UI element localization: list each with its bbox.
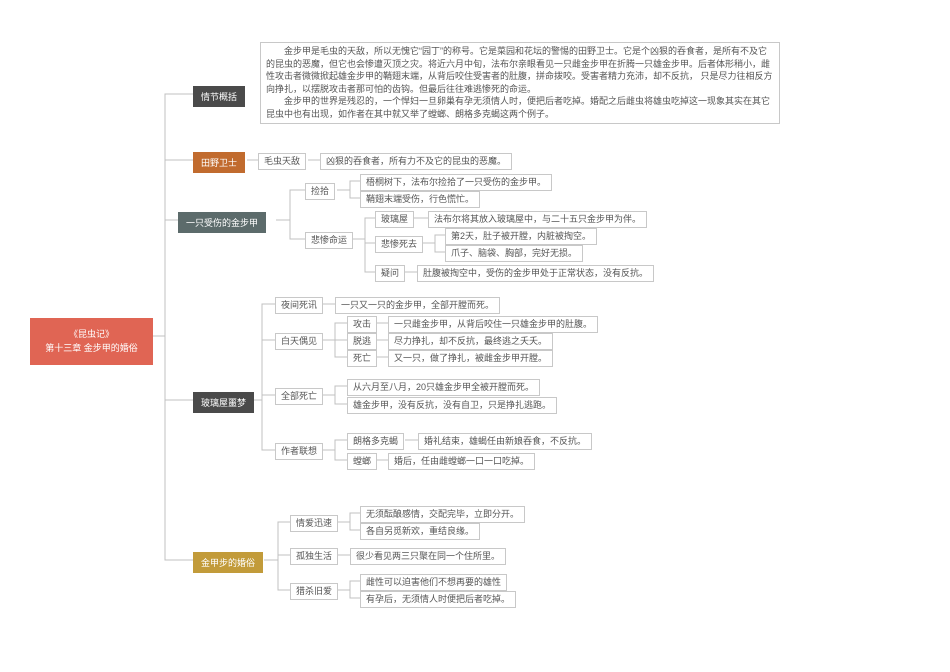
- day-die[interactable]: 死亡: [347, 350, 377, 367]
- plot-p1: 金步甲是毛虫的天敌，所以无愧它“园丁”的称号。它是菜园和花坛的警惕的田野卫士。它…: [266, 45, 774, 95]
- love-t1: 无须酝酿感情，交配完毕，立即分开。: [360, 506, 525, 523]
- alone-text: 很少看见两三只聚在同一个住所里。: [350, 548, 506, 565]
- fate-death-t2: 爪子、脑袋、胸部，完好无损。: [445, 245, 583, 262]
- branch-injured[interactable]: 一只受伤的金步甲: [178, 212, 266, 233]
- marriage-alone[interactable]: 孤独生活: [290, 548, 338, 565]
- field-text: 凶狠的吞食者，所有力不及它的昆虫的恶魔。: [320, 153, 512, 170]
- fate-question-text: 肚腹被掏空中，受伤的金步甲处于正常状态，没有反抗。: [417, 265, 654, 282]
- field-sub: 毛虫天敌: [258, 153, 306, 170]
- branch-field-guard[interactable]: 田野卫士: [193, 152, 245, 173]
- glass-alldead[interactable]: 全部死亡: [275, 388, 323, 405]
- fate-death-t1: 第2天，肚子被开膛，内脏被掏空。: [445, 228, 597, 245]
- root-title-line2: 第十三章 金步甲的婚俗: [42, 342, 141, 356]
- assoc-scorpion-text: 婚礼结束，雄蝎任由新娘吞食，不反抗。: [418, 433, 592, 450]
- branch-marriage[interactable]: 金甲步的婚俗: [193, 552, 263, 573]
- fate-question[interactable]: 疑问: [375, 265, 405, 282]
- kill-t1: 雌性可以迫害他们不想再要的雄性: [360, 574, 507, 591]
- kill-t2: 有孕后，无须情人时便把后者吃掉。: [360, 591, 516, 608]
- assoc-mantis[interactable]: 螳螂: [347, 453, 377, 470]
- injured-fate[interactable]: 悲惨命运: [305, 232, 353, 249]
- fate-death[interactable]: 悲惨死去: [375, 236, 423, 253]
- glass-night-text: 一只又一只的金步甲，全部开膛而死。: [335, 297, 500, 314]
- root-title-line1: 《昆虫记》: [42, 328, 141, 342]
- alldead-t2: 雄金步甲，没有反抗，没有自卫，只是挣扎逃跑。: [347, 397, 557, 414]
- injured-pickup[interactable]: 捡拾: [305, 183, 335, 200]
- glass-assoc[interactable]: 作者联想: [275, 443, 323, 460]
- fate-glass[interactable]: 玻璃屋: [375, 211, 414, 228]
- day-escape[interactable]: 脱逃: [347, 333, 377, 350]
- day-attack[interactable]: 攻击: [347, 316, 377, 333]
- day-attack-text: 一只雌金步甲，从背后咬住一只雄金步甲的肚腹。: [388, 316, 598, 333]
- glass-day[interactable]: 白天偶见: [275, 333, 323, 350]
- assoc-mantis-text: 婚后，任由雌螳螂一口一口吃掉。: [388, 453, 535, 470]
- alldead-t1: 从六月至八月，20只雄金步甲全被开膛而死。: [347, 379, 540, 396]
- day-die-text: 又一只，做了挣扎，被雌金步甲开膛。: [388, 350, 553, 367]
- marriage-kill[interactable]: 猎杀旧爱: [290, 583, 338, 600]
- love-t2: 各自另觅新欢，重结良缘。: [360, 523, 480, 540]
- pickup-t2: 鞘翅末端受伤，行色慌忙。: [360, 191, 480, 208]
- glass-night[interactable]: 夜间死讯: [275, 297, 323, 314]
- pickup-t1: 梧桐树下，法布尔捡拾了一只受伤的金步甲。: [360, 174, 552, 191]
- assoc-scorpion[interactable]: 朗格多克蝎: [347, 433, 404, 450]
- plot-paragraph: 金步甲是毛虫的天敌，所以无愧它“园丁”的称号。它是菜园和花坛的警惕的田野卫士。它…: [260, 42, 780, 124]
- day-escape-text: 尽力挣扎，却不反抗，最终逃之夭夭。: [388, 333, 553, 350]
- plot-p2: 金步甲的世界是残忍的，一个悍妇一旦卵巢有孕无须情人时，便把后者吃掉。婚配之后雌虫…: [266, 95, 774, 120]
- fate-glass-text: 法布尔将其放入玻璃屋中，与二十五只金步甲为伴。: [428, 211, 647, 228]
- branch-plot[interactable]: 情节概括: [193, 86, 245, 107]
- branch-glasshouse[interactable]: 玻璃屋噩梦: [193, 392, 254, 413]
- root-node[interactable]: 《昆虫记》 第十三章 金步甲的婚俗: [30, 318, 153, 365]
- marriage-love[interactable]: 情爱迅速: [290, 515, 338, 532]
